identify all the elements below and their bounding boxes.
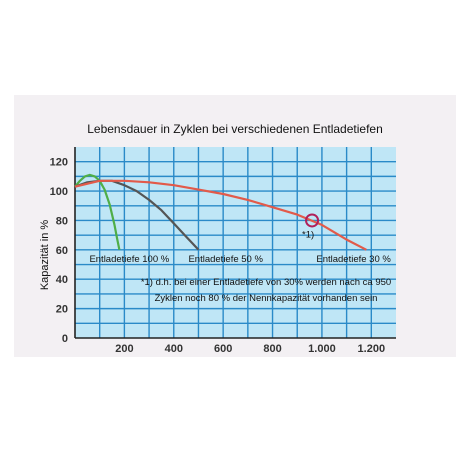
footnote-line-1: *1) d.h. bei einer Entladetiefe von 30% … bbox=[141, 277, 391, 288]
series-label: Entladetiefe 100 % bbox=[89, 254, 169, 265]
y-tick-label: 0 bbox=[62, 333, 68, 345]
x-tick-label: 1.200 bbox=[358, 343, 386, 355]
x-tick-label: 200 bbox=[115, 343, 133, 355]
y-axis-label: Kapazität in % bbox=[39, 220, 51, 291]
plot-background bbox=[75, 147, 396, 338]
line-chart: Lebensdauer in Zyklen bei verschiedenen … bbox=[39, 122, 396, 355]
chart-title: Lebensdauer in Zyklen bei verschiedenen … bbox=[87, 122, 383, 136]
footnote-line-2: Zyklen noch 80 % der Nennkapazität vorha… bbox=[155, 293, 378, 304]
x-tick-label: 800 bbox=[263, 343, 281, 355]
marker-label: *1) bbox=[302, 229, 314, 240]
y-tick-label: 120 bbox=[50, 157, 68, 169]
series-label: Entladetiefe 30 % bbox=[316, 254, 391, 265]
x-tick-label: 400 bbox=[165, 343, 183, 355]
plot-area: 0 20 40 60 80 100 120 200 400 600 800 1.000 1.200 Ent… bbox=[50, 147, 396, 355]
y-tick-label: 40 bbox=[56, 274, 68, 286]
y-tick-label: 60 bbox=[56, 245, 68, 257]
y-tick-label: 80 bbox=[56, 215, 68, 227]
series-label: Entladetiefe 50 % bbox=[188, 254, 263, 265]
y-tick-label: 100 bbox=[50, 186, 68, 198]
series-line bbox=[74, 179, 367, 251]
y-tick-label: 20 bbox=[56, 304, 68, 316]
x-tick-label: 1.000 bbox=[308, 343, 336, 355]
chart-figure: Lebensdauer in Zyklen bei verschiedenen … bbox=[14, 95, 456, 357]
x-tick-label: 600 bbox=[214, 343, 232, 355]
marker-circle bbox=[305, 213, 320, 228]
